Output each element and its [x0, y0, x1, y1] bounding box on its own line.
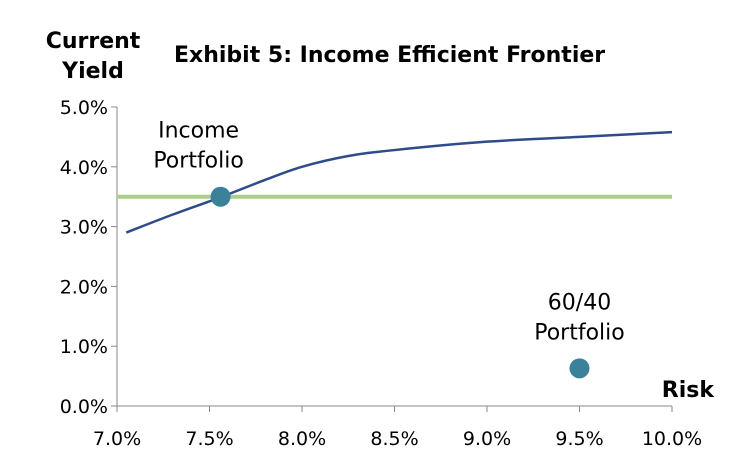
x-tick-label: 9.0%	[463, 428, 511, 450]
x-tick-label: 7.0%	[93, 428, 141, 450]
x-axis-title: Risk	[662, 378, 716, 403]
x-tick-label: 8.5%	[370, 428, 418, 450]
y-axis-title-line-2: Yield	[61, 59, 124, 84]
axes: 0.0% 1.0% 2.0% 3.0% 4.0% 5.0% 7.0% 7.5% 8.0% 8.5%…	[60, 97, 702, 450]
y-tick-label: 3.0%	[60, 217, 108, 239]
portfolio-point	[569, 358, 590, 379]
y-axis-title-line-1: Current	[46, 29, 141, 54]
y-tick-label: 2.0%	[60, 276, 108, 298]
x-tick-label: 9.5%	[555, 428, 603, 450]
x-tick-label: 10.0%	[642, 428, 702, 450]
y-tick-label: 1.0%	[60, 336, 108, 358]
frontier-curve	[125, 130, 673, 234]
point-label: Income	[158, 119, 239, 144]
x-tick-label: 8.0%	[278, 428, 326, 450]
portfolio-point	[210, 186, 231, 207]
y-tick-label: 5.0%	[60, 97, 108, 119]
point-label: 60/40	[548, 290, 611, 315]
series-layer	[117, 130, 673, 234]
x-tick-label: 7.5%	[185, 428, 233, 450]
point-label: Portfolio	[153, 149, 244, 174]
points-layer: Income Portfolio 60/40 Portfolio	[153, 119, 625, 379]
y-tick-label: 0.0%	[60, 396, 108, 418]
y-tick-label: 4.0%	[60, 157, 108, 179]
point-label: Portfolio	[534, 320, 625, 345]
chart-title: Exhibit 5: Income Efficient Frontier	[174, 43, 605, 68]
